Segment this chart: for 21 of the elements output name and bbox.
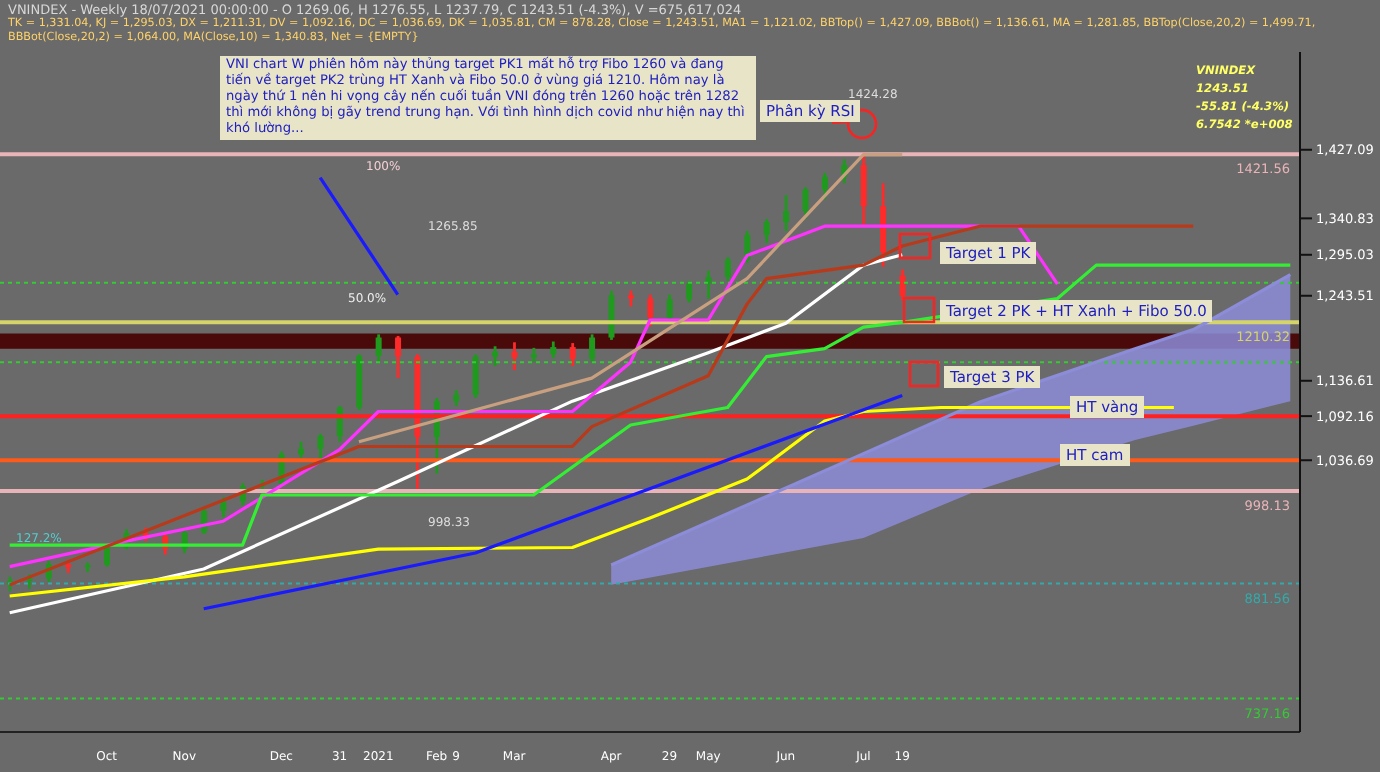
candlestick — [511, 340, 518, 372]
candlestick — [317, 432, 324, 463]
candlestick — [220, 495, 227, 519]
line-series — [8, 263, 1292, 547]
candlestick — [589, 332, 596, 364]
candlestick — [492, 344, 499, 368]
candlestick — [686, 279, 693, 304]
candlestick — [860, 150, 867, 228]
candlestick — [569, 341, 576, 368]
candlestick — [899, 268, 906, 302]
candlestick — [724, 255, 731, 283]
candlestick — [821, 171, 828, 201]
candlestick — [472, 352, 479, 400]
candlestick — [880, 181, 887, 269]
candlestick — [763, 217, 770, 245]
candlestick — [608, 289, 615, 342]
candlestick — [783, 193, 790, 233]
candlestick — [395, 334, 402, 380]
candlestick — [375, 332, 382, 364]
candlestick — [647, 293, 654, 328]
candlestick — [802, 185, 809, 221]
